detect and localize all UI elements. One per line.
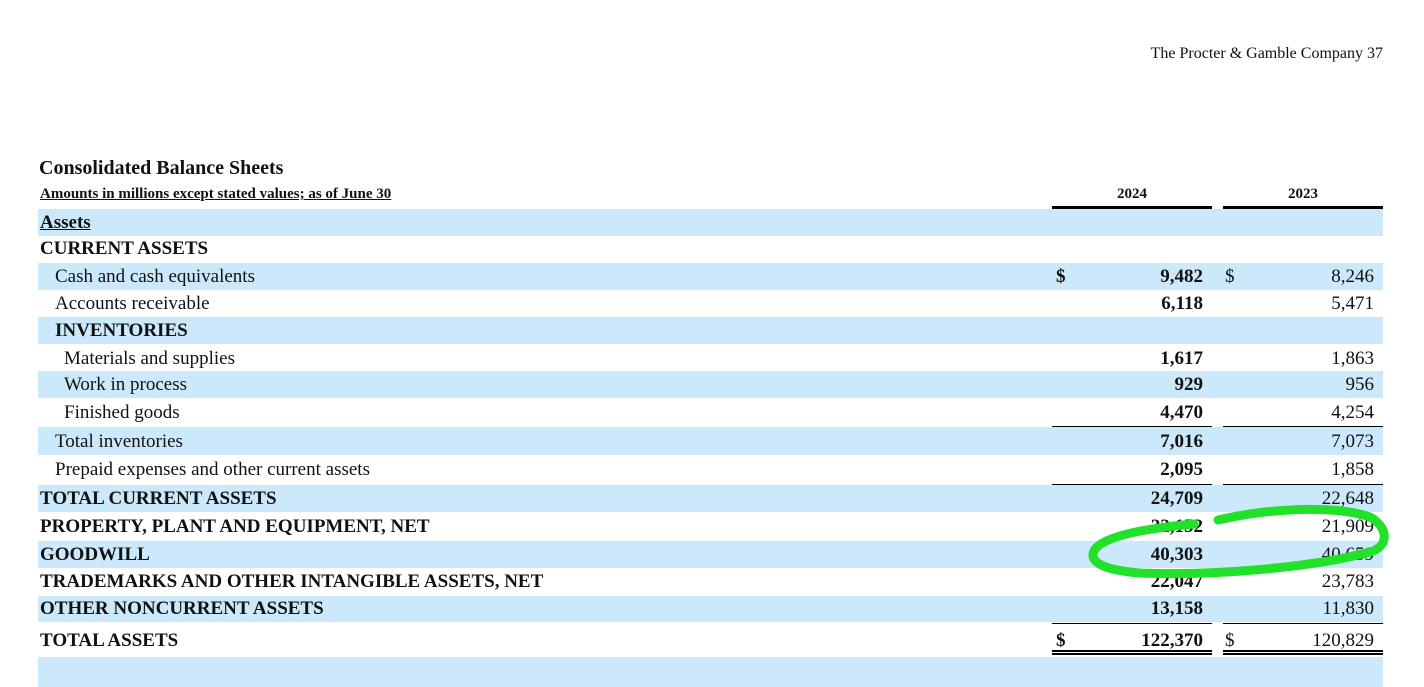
currency-symbol-2024: $: [1056, 266, 1066, 287]
row-label-current-assets: CURRENT ASSETS: [40, 238, 209, 259]
column-header-2024: 2024: [1117, 186, 1147, 202]
row-label-total-assets: TOTAL ASSETS: [40, 630, 179, 651]
value-2023: 22,648: [1321, 488, 1374, 509]
table-subtitle: Amounts in millions except stated values…: [40, 186, 392, 202]
currency-symbol-2023: $: [1225, 630, 1235, 651]
table-row: Total inventories 7,016 7,073: [38, 428, 1384, 455]
row-band: [38, 209, 1383, 236]
table-row: Assets: [38, 209, 1384, 236]
row-label: OTHER NONCURRENT ASSETS: [40, 598, 324, 619]
value-2023: 1,858: [1331, 459, 1374, 480]
currency-symbol-2024: $: [1056, 630, 1066, 651]
value-2024: 1,617: [1160, 348, 1203, 369]
row-label: Prepaid expenses and other current asset…: [55, 459, 370, 480]
value-2024: 9,482: [1160, 266, 1203, 287]
table-row: OTHER NONCURRENT ASSETS 13,158 11,830: [38, 595, 1384, 622]
subtotal-rule: [1052, 484, 1212, 485]
total-rule: [1052, 623, 1212, 624]
row-label: TRADEMARKS AND OTHER INTANGIBLE ASSETS, …: [40, 571, 544, 592]
row-label: PROPERTY, PLANT AND EQUIPMENT, NET: [40, 516, 430, 537]
row-label: Materials and supplies: [64, 348, 235, 369]
value-2024: 2,095: [1160, 459, 1203, 480]
grand-total-double-rule: [1223, 650, 1383, 655]
subtotal-rule: [1052, 426, 1212, 427]
row-band: [38, 317, 1383, 344]
value-2023: 23,783: [1321, 571, 1374, 592]
value-2024: 13,158: [1150, 598, 1203, 619]
row-label: GOODWILL: [40, 544, 150, 565]
row-label: TOTAL CURRENT ASSETS: [40, 488, 277, 509]
value-2024: 24,709: [1150, 488, 1203, 509]
subtotal-rule: [1223, 484, 1383, 485]
table-row: PROPERTY, PLANT AND EQUIPMENT, NET 22,15…: [38, 513, 1384, 540]
value-2024: 4,470: [1160, 402, 1203, 423]
value-2023: 21,909: [1321, 516, 1374, 537]
value-2023: 8,246: [1331, 266, 1374, 287]
row-label: Cash and cash equivalents: [55, 266, 255, 287]
subtotal-rule: [1223, 426, 1383, 427]
value-2024: 6,118: [1161, 293, 1203, 314]
row-band: [38, 596, 1383, 622]
row-label-assets: Assets: [40, 212, 91, 233]
value-2024: 22,152: [1150, 516, 1203, 537]
value-2023: 1,863: [1331, 348, 1374, 369]
table-row: TOTAL CURRENT ASSETS 24,709 22,648: [38, 485, 1384, 512]
page-title: Consolidated Balance Sheets: [39, 157, 284, 179]
row-band: [38, 427, 1383, 455]
value-2023: 5,471: [1331, 293, 1374, 314]
value-2024: 7,016: [1160, 431, 1203, 452]
row-label: Work in process: [64, 374, 187, 395]
table-row: Work in process 929 956: [38, 371, 1384, 398]
value-2024: 929: [1174, 374, 1204, 395]
table-row: Accounts receivable 6,118 5,471: [38, 290, 1384, 317]
value-2024: 40,303: [1150, 544, 1203, 565]
table-row: INVENTORIES: [38, 317, 1384, 344]
page-header: The Procter & Gamble Company 37: [1150, 45, 1383, 62]
value-2023: 7,073: [1331, 431, 1374, 452]
total-rule: [1223, 623, 1383, 624]
table-row: Prepaid expenses and other current asset…: [38, 456, 1384, 483]
grand-total-double-rule: [1052, 650, 1212, 655]
column-rule-2023: [1223, 206, 1383, 209]
row-band: [38, 657, 1383, 687]
row-band: [38, 371, 1383, 398]
currency-symbol-2023: $: [1225, 266, 1235, 287]
row-label: Finished goods: [64, 402, 180, 423]
row-label: Total inventories: [55, 431, 183, 452]
value-2023: 40,659: [1321, 544, 1374, 565]
table-row: TRADEMARKS AND OTHER INTANGIBLE ASSETS, …: [38, 568, 1384, 595]
value-2023: 956: [1345, 374, 1375, 395]
value-2023: 120,829: [1312, 630, 1374, 651]
table-row: CURRENT ASSETS: [38, 235, 1384, 262]
value-2023: 4,254: [1331, 402, 1374, 423]
table-row: Cash and cash equivalents $ 9,482 $ 8,24…: [38, 263, 1384, 290]
value-2024: 122,370: [1141, 630, 1203, 651]
table-row: Finished goods 4,470 4,254: [38, 399, 1384, 426]
row-label-inventories: INVENTORIES: [55, 320, 188, 341]
value-2024: 22,047: [1150, 571, 1203, 592]
column-header-2023: 2023: [1288, 186, 1318, 202]
table-row: TOTAL ASSETS $ 122,370 $ 120,829: [38, 627, 1384, 654]
column-rule-2024: [1052, 206, 1212, 209]
row-label: Accounts receivable: [55, 293, 210, 314]
table-row: Materials and supplies 1,617 1,863: [38, 345, 1384, 372]
value-2023: 11,830: [1322, 598, 1374, 619]
table-row: GOODWILL 40,303 40,659: [38, 541, 1384, 568]
row-band: [38, 263, 1383, 290]
